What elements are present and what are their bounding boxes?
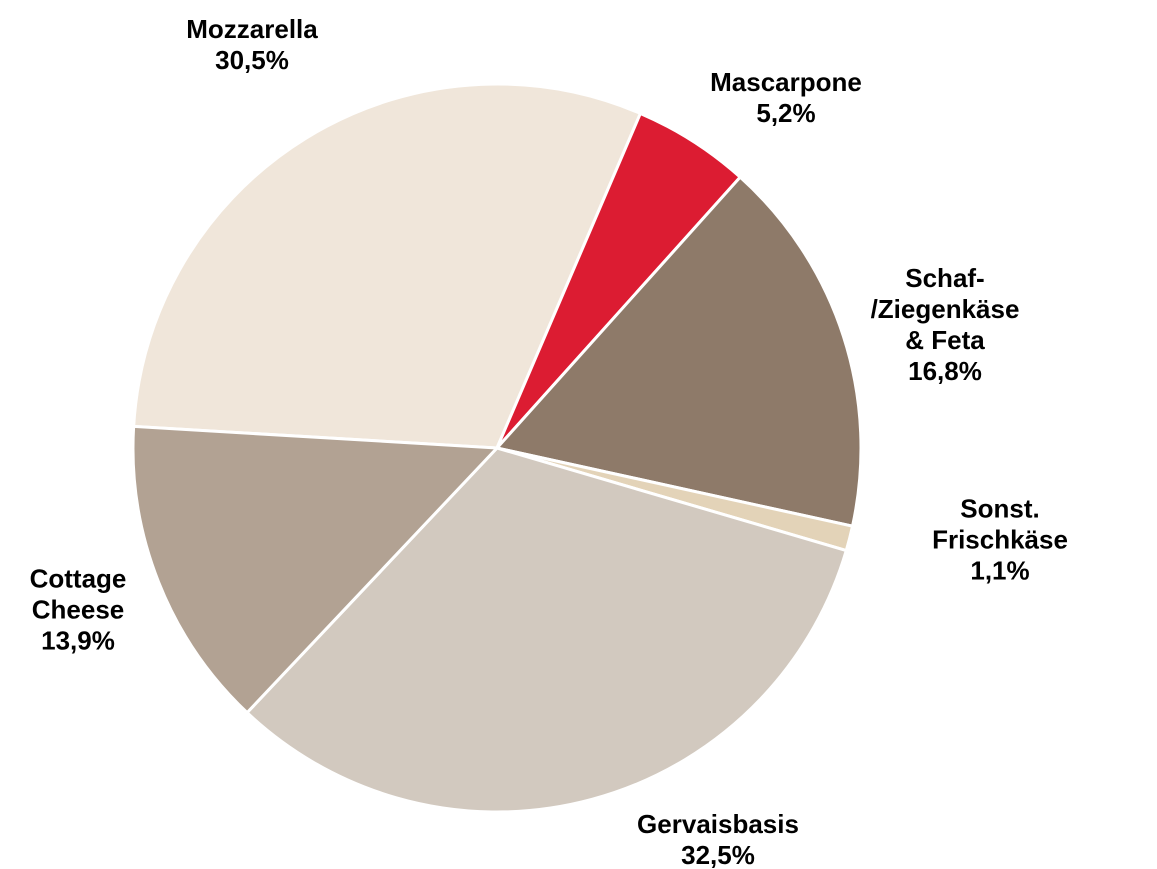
- slice-label: Sonst. Frischkäse 1,1%: [922, 494, 1079, 587]
- value-label: 5,2%: [756, 98, 816, 128]
- slice-label: Schaf- /Ziegenkäse & Feta 16,8%: [871, 263, 1020, 387]
- slice-label: Gervaisbasis 32,5%: [637, 809, 799, 869]
- value-label: 32,5%: [681, 840, 755, 869]
- category-label: Mascarpone: [710, 67, 862, 97]
- pie-slice: [494, 175, 863, 528]
- category-label: Sonst. Frischkäse: [932, 493, 1068, 555]
- category-label: Cottage Cheese: [29, 563, 127, 625]
- category-label: Schaf- /Ziegenkäse & Feta: [870, 263, 1020, 355]
- slice-label: Mascarpone 5,2%: [710, 67, 862, 129]
- pie-slice: [132, 82, 643, 450]
- pie-slice: [131, 424, 501, 715]
- slice-label: Cottage Cheese 13,9%: [30, 564, 127, 657]
- value-label: 16,8%: [908, 356, 982, 386]
- value-label: 1,1%: [970, 555, 1030, 586]
- value-label: 13,9%: [41, 625, 115, 656]
- value-label: 30,5%: [215, 45, 289, 75]
- category-label: Mozzarella: [186, 14, 318, 44]
- pie-slice: [244, 446, 849, 814]
- category-label: Gervaisbasis: [637, 809, 799, 839]
- slice-label: Mozzarella 30,5%: [186, 14, 318, 76]
